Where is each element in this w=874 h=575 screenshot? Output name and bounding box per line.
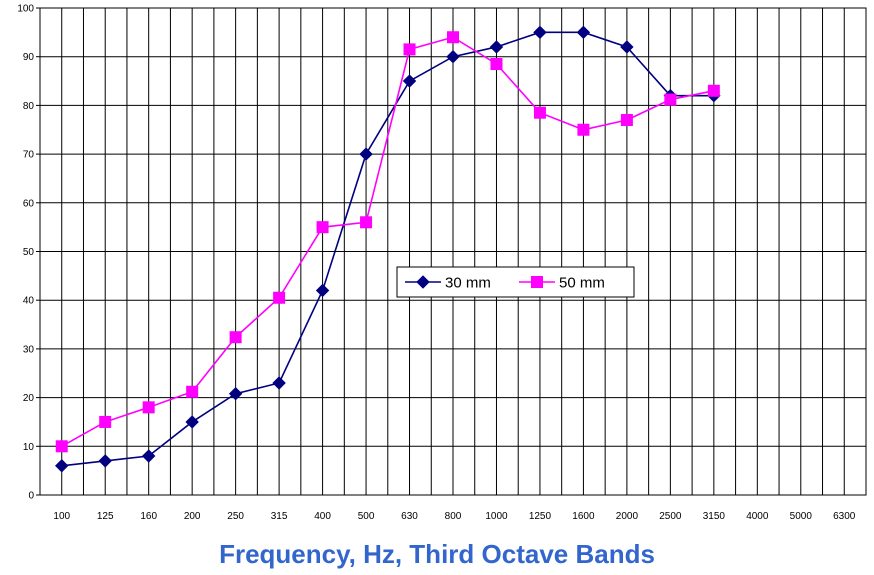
data-point — [360, 216, 373, 229]
legend-label: 30 mm — [445, 275, 491, 292]
data-point — [141, 449, 156, 463]
data-point — [228, 386, 243, 401]
y-tick-label: 80 — [23, 101, 35, 112]
y-tick-label: 100 — [17, 4, 34, 15]
y-axis-ticks: 0 10 20 30 40 50 60 70 80 90 100 — [17, 4, 40, 502]
y-tick-label: 10 — [23, 442, 35, 453]
y-tick-label: 90 — [23, 52, 35, 63]
x-tick-label: 315 — [271, 511, 288, 522]
data-point — [577, 123, 590, 136]
series — [55, 25, 721, 473]
data-point — [185, 415, 199, 429]
y-tick-label: 40 — [23, 296, 35, 307]
x-axis-ticks: 100 125 160 200 250 315 400 500 630 800 1000 1250 16… — [53, 511, 855, 522]
x-tick-label: 250 — [227, 511, 244, 522]
legend-marker — [531, 276, 543, 288]
x-axis-title: Frequency, Hz, Third Octave Bands — [219, 539, 655, 569]
data-point — [533, 106, 546, 119]
series-line — [61, 36, 715, 447]
x-tick-label: 2500 — [659, 511, 682, 522]
data-point — [273, 291, 286, 304]
grid — [39, 7, 867, 496]
data-point — [664, 93, 677, 106]
data-point — [99, 415, 112, 428]
data-point — [315, 283, 330, 298]
x-tick-label: 630 — [401, 511, 418, 522]
data-point — [98, 454, 112, 468]
x-tick-label: 4000 — [746, 511, 769, 522]
series-line — [61, 31, 714, 467]
data-point — [576, 25, 591, 40]
data-point — [186, 385, 199, 398]
y-tick-label: 60 — [23, 198, 35, 209]
x-tick-label: 125 — [97, 511, 114, 522]
y-tick-label: 50 — [23, 247, 35, 258]
legend-item-2: 50 mm — [519, 275, 605, 292]
data-point — [707, 84, 720, 97]
legend-item-1: 30 mm — [405, 275, 491, 292]
data-point — [620, 40, 634, 54]
x-tick-label: 1600 — [572, 511, 595, 522]
y-tick-label: 70 — [23, 150, 35, 161]
x-tick-label: 5000 — [790, 511, 813, 522]
legend: 30 mm 50 mm — [396, 266, 635, 298]
x-tick-label: 500 — [358, 511, 375, 522]
x-tick-label: 6300 — [833, 511, 856, 522]
legend-label: 50 mm — [559, 275, 605, 292]
data-point — [55, 440, 68, 453]
series-2 — [55, 31, 720, 453]
data-point — [359, 147, 373, 161]
data-point — [489, 40, 504, 54]
data-point — [229, 331, 242, 344]
y-tick-label: 30 — [23, 344, 35, 355]
data-point — [533, 25, 547, 40]
x-tick-label: 100 — [53, 511, 70, 522]
x-tick-label: 2000 — [616, 511, 639, 522]
x-tick-label: 1000 — [485, 511, 508, 522]
x-tick-label: 200 — [184, 511, 201, 522]
x-tick-label: 800 — [445, 511, 462, 522]
x-tick-label: 3150 — [703, 511, 726, 522]
data-point — [490, 58, 503, 71]
legend-marker — [416, 275, 430, 289]
data-point — [142, 401, 155, 414]
data-point — [316, 221, 329, 234]
x-tick-label: 1250 — [529, 511, 552, 522]
y-tick-label: 20 — [23, 393, 35, 404]
data-point — [447, 31, 459, 44]
data-point — [272, 376, 286, 390]
x-tick-label: 400 — [314, 511, 331, 522]
data-point — [402, 74, 417, 88]
x-tick-label: 160 — [140, 511, 157, 522]
data-point — [446, 49, 460, 64]
data-point — [403, 43, 416, 56]
y-tick-label: 0 — [28, 491, 34, 502]
data-point — [55, 459, 69, 473]
data-point — [620, 114, 633, 127]
